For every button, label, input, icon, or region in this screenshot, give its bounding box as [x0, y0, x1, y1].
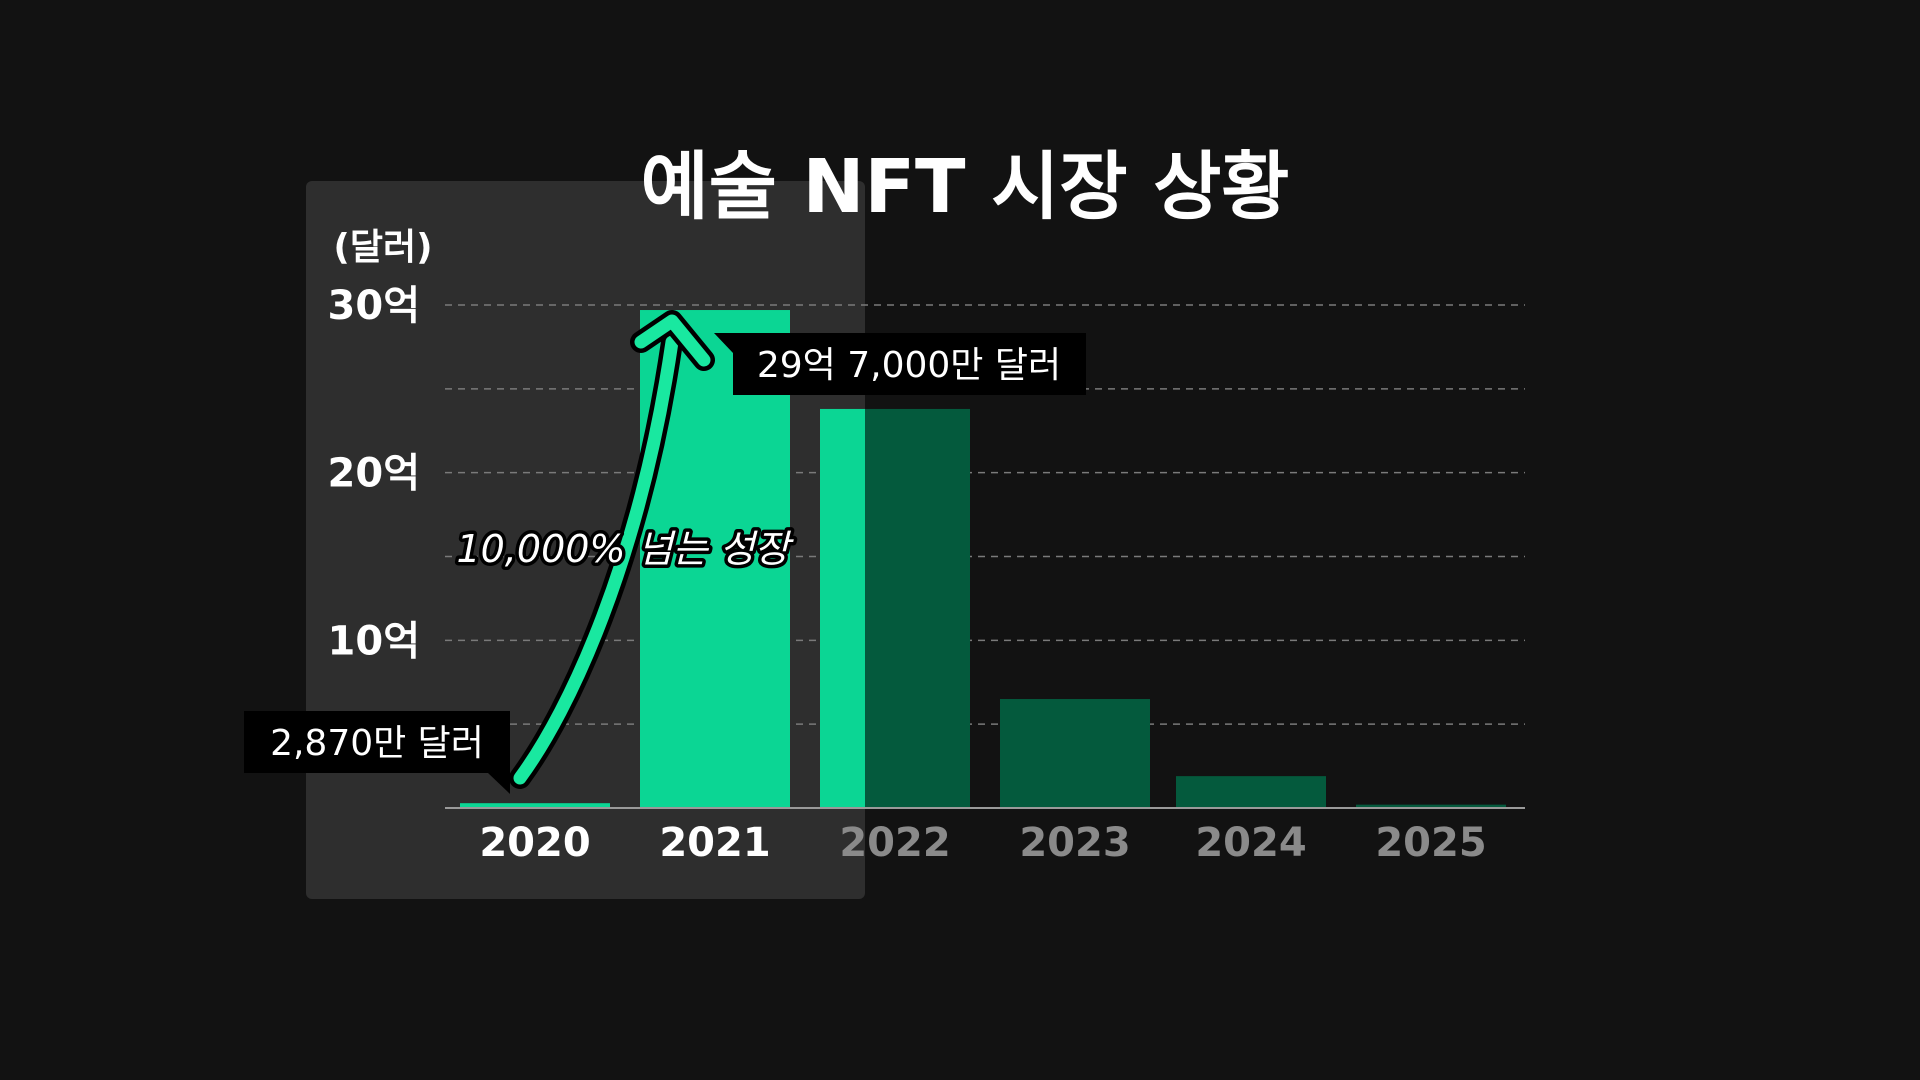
x-tick-label-2020: 2020: [479, 820, 590, 866]
x-tick-label-2021: 2021: [659, 820, 770, 866]
bar-2020: [460, 803, 610, 808]
data-label-2021-text: 29억 7,000만 달러: [757, 345, 1061, 386]
growth-annotation: 10,000% 넘는 성장: [453, 524, 798, 575]
x-tick-label-2022: 2022: [839, 820, 950, 866]
data-label-2021: 29억 7,000만 달러: [714, 333, 1086, 395]
bar-2024: [1176, 776, 1326, 808]
y-axis-unit-label: (달러): [333, 227, 432, 268]
bar-2023: [1000, 699, 1150, 808]
x-tick-label-2025: 2025: [1375, 820, 1486, 866]
bar-2024-fill: [1176, 776, 1326, 808]
chart-title: 예술 NFT 시장 상황: [641, 144, 1290, 230]
x-tick-label-2023: 2023: [1019, 820, 1130, 866]
bar-2022-highlight: [820, 408, 865, 808]
growth-arrow: [509, 310, 715, 789]
y-tick-label: 10억: [328, 618, 420, 664]
bar-2025-fill: [1356, 804, 1506, 808]
data-label-2020: 2,870만 달러: [244, 711, 510, 794]
y-tick-label: 20억: [328, 451, 420, 497]
bar-2020-fill: [460, 803, 610, 808]
x-tick-label-2024: 2024: [1195, 820, 1306, 866]
y-tick-label: 30억: [328, 283, 420, 329]
data-label-2020-text: 2,870만 달러: [270, 723, 484, 764]
bar-2025: [1356, 804, 1506, 808]
bar-2023-fill: [1000, 699, 1150, 808]
bar-2022: [820, 408, 970, 808]
growth-annotation-text: 10,000% 넘는 성장: [456, 527, 794, 571]
